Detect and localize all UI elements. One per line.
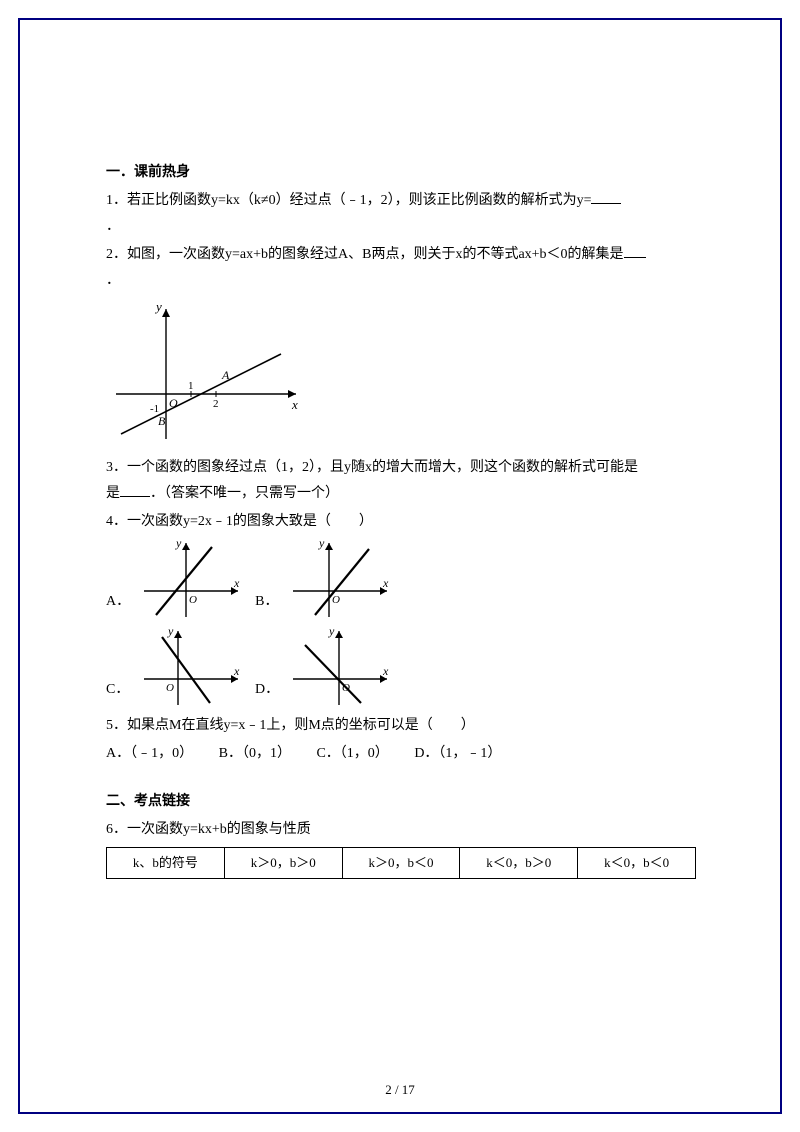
q2-graph: y x O 1 2 -1 A B	[106, 299, 696, 449]
question-1: 1．若正比例函数y=kx（k≠0）经过点（﹣1，2），则该正比例函数的解析式为y…	[106, 188, 696, 240]
question-2: 2．如图，一次函数y=ax+b的图象经过A、B两点，则关于x的不等式ax+b＜0…	[106, 242, 696, 294]
svg-text:x: x	[233, 664, 240, 678]
svg-text:O: O	[166, 682, 174, 694]
svg-text:O: O	[342, 682, 350, 694]
q3-text-a: 3．一个函数的图象经过点（1，2），且y随x的增大而增大，则这个函数的解析式可能…	[106, 460, 638, 475]
page-content: 一．课前热身 1．若正比例函数y=kx（k≠0）经过点（﹣1，2），则该正比例函…	[106, 160, 696, 879]
q4-graph-a: y x O	[140, 537, 245, 621]
table-cell: k＜0，b＜0	[578, 847, 696, 878]
question-5: 5．如果点M在直线y=x﹣1上，则M点的坐标可以是（ ）	[106, 713, 696, 739]
q2-graph-svg: y x O 1 2 -1 A B	[106, 299, 306, 449]
q4-graph-c: y x O	[140, 625, 245, 709]
section1-title: 一．课前热身	[106, 160, 696, 186]
q4-opt-b-label: B．	[255, 589, 279, 621]
x-label: x	[291, 397, 298, 412]
point-A: A	[221, 368, 230, 382]
q4-opt-c-label: C．	[106, 677, 130, 709]
origin-label: O	[169, 396, 178, 410]
q6-table: k、b的符号 k＞0，b＞0 k＞0，b＜0 k＜0，b＞0 k＜0，b＜0	[106, 847, 696, 879]
q2-end: ．	[106, 273, 120, 288]
q4-opt-d-label: D．	[255, 677, 279, 709]
section2-title: 二、考点链接	[106, 789, 696, 815]
svg-text:O: O	[189, 594, 197, 606]
q5-opt-b: B．（0，1）	[219, 741, 291, 767]
q5-opt-a: A．（﹣1，0）	[106, 741, 193, 767]
q4-row-2: C． y x O D． y x O	[106, 625, 696, 709]
question-6: 6．一次函数y=kx+b的图象与性质	[106, 817, 696, 843]
tick-2: 2	[213, 398, 219, 410]
svg-text:x: x	[382, 576, 389, 590]
q4-row-1: A． y x O B． y x O	[106, 537, 696, 621]
table-cell: k、b的符号	[107, 847, 225, 878]
q4-graph-d: y x O	[289, 625, 394, 709]
q4-graph-b: y x O	[289, 537, 394, 621]
q3-text-b: ．（答案不唯一，只需写一个）	[150, 486, 339, 501]
q1-blank	[591, 190, 621, 204]
q2-text: 2．如图，一次函数y=ax+b的图象经过A、B两点，则关于x的不等式ax+b＜0…	[106, 247, 624, 262]
q3-blank	[120, 483, 150, 497]
question-3: 3．一个函数的图象经过点（1，2），且y随x的增大而增大，则这个函数的解析式可能…	[106, 455, 696, 507]
q5-opt-c: C．（1，0）	[316, 741, 388, 767]
svg-text:x: x	[233, 576, 240, 590]
q4-opt-a-label: A．	[106, 589, 130, 621]
tick-1: 1	[188, 380, 194, 392]
q3-prefix: 是	[106, 486, 120, 501]
svg-text:O: O	[332, 594, 340, 606]
q1-text: 1．若正比例函数y=kx（k≠0）经过点（﹣1，2），则该正比例函数的解析式为y…	[106, 193, 591, 208]
q5-options: A．（﹣1，0） B．（0，1） C．（1，0） D．（1，﹣1）	[106, 741, 696, 767]
svg-text:y: y	[167, 625, 174, 638]
page-number: 2 / 17	[0, 1082, 800, 1098]
svg-text:x: x	[382, 664, 389, 678]
table-cell: k＞0，b＜0	[342, 847, 460, 878]
table-row: k、b的符号 k＞0，b＞0 k＞0，b＜0 k＜0，b＞0 k＜0，b＜0	[107, 847, 696, 878]
q2-blank	[624, 244, 646, 258]
question-4: 4．一次函数y=2x﹣1的图象大致是（ ）	[106, 509, 696, 535]
svg-text:y: y	[175, 537, 182, 550]
svg-text:y: y	[328, 625, 335, 638]
svg-text:y: y	[318, 537, 325, 550]
q5-opt-d: D．（1，﹣1）	[414, 741, 501, 767]
table-cell: k＜0，b＞0	[460, 847, 578, 878]
y-label: y	[154, 299, 162, 314]
point-B: B	[158, 414, 166, 428]
q1-end: ．	[106, 219, 120, 234]
table-cell: k＞0，b＞0	[224, 847, 342, 878]
